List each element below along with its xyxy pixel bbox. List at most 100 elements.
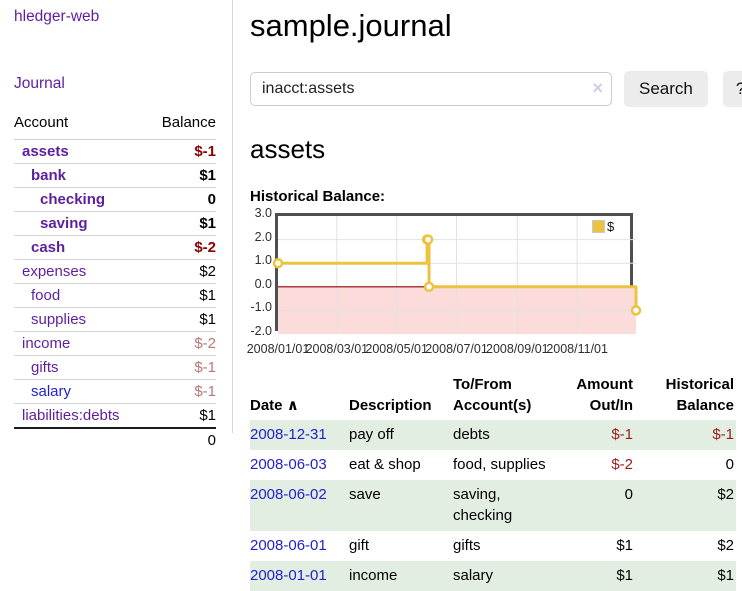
main-content: sample.journal × Search ? assets Histori… [233, 0, 742, 591]
account-balance: $-1 [194, 143, 216, 160]
x-axis-tick-label: 2008/09/01 [486, 342, 549, 356]
balance-chart-svg [272, 216, 642, 334]
clear-search-icon[interactable]: × [592, 78, 603, 98]
accounts-header-row: Account Balance [14, 114, 216, 140]
register-table: Date ∧ Description To/From Account(s) Am… [250, 372, 736, 591]
transaction-accounts: gifts [453, 537, 481, 554]
account-link[interactable]: checking [40, 191, 106, 208]
account-balance: $2 [147, 259, 216, 284]
account-row: cash $-2 [14, 235, 216, 260]
register-col-accounts: To/From Account(s) [453, 376, 532, 414]
account-row: expenses $2 [14, 259, 216, 284]
page-title: sample.journal [250, 8, 452, 43]
transaction-date-link[interactable]: 2008-06-03 [250, 456, 327, 473]
register-col-date[interactable]: Date ∧ [250, 397, 299, 414]
help-button[interactable]: ? [722, 71, 742, 107]
account-row: bank $1 [14, 163, 216, 188]
account-link[interactable]: salary [31, 383, 72, 400]
chart-legend: $ [592, 219, 614, 234]
account-balance: $1 [147, 307, 216, 332]
account-link[interactable]: gifts [31, 359, 59, 376]
transaction-balance: $-1 [712, 426, 734, 443]
register-row[interactable]: 2008-12-31 pay off debts $-1 $-1 [250, 420, 736, 450]
register-col-description: Description [349, 397, 432, 414]
transaction-balance: $2 [717, 486, 734, 503]
account-link[interactable]: food [31, 287, 61, 304]
transaction-description: eat & shop [349, 456, 421, 473]
y-axis-tick-label: 0.0 [254, 276, 272, 291]
transaction-description: pay off [349, 426, 394, 443]
sidebar-nav: Journal [14, 75, 216, 93]
accounts-total-row: 0 [14, 427, 216, 452]
register-row[interactable]: 2008-06-03 eat & shop food, supplies $-2 0 [250, 450, 736, 480]
transaction-amount: 0 [624, 486, 633, 503]
y-axis-tick-label: 3.0 [254, 206, 272, 220]
account-link[interactable]: supplies [31, 311, 87, 328]
transaction-amount: $1 [616, 567, 633, 584]
account-link[interactable]: income [22, 335, 71, 352]
app-brand: hledger-web [14, 8, 216, 26]
register-header-row: Date ∧ Description To/From Account(s) Am… [250, 372, 736, 420]
transaction-accounts: debts [453, 426, 490, 443]
transaction-date-link[interactable]: 2008-06-02 [250, 486, 327, 503]
brand-link[interactable]: hledger-web [14, 8, 100, 25]
register-row[interactable]: 2008-06-02 save saving, checking 0 $2 [250, 480, 736, 531]
account-balance: $1 [147, 211, 216, 236]
transaction-accounts: salary [453, 567, 494, 584]
accounts-total-value: 0 [147, 427, 216, 452]
account-row: salary $-1 [14, 379, 216, 404]
transaction-accounts: food, supplies [453, 456, 546, 473]
transaction-balance: $1 [717, 567, 734, 584]
transaction-date-link[interactable]: 2008-01-01 [250, 567, 327, 584]
account-link[interactable]: saving [40, 215, 88, 232]
y-axis-tick-label: 1.0 [254, 253, 272, 268]
search-button[interactable]: Search [624, 71, 708, 107]
account-row: liabilities:debts $1 [14, 403, 216, 428]
x-axis-tick-label: 2008/01/01 [246, 342, 310, 356]
sidebar-item-journal[interactable]: Journal [14, 75, 65, 92]
account-link[interactable]: expenses [22, 263, 87, 280]
transaction-date-link[interactable]: 2008-12-31 [250, 426, 327, 443]
transaction-description: gift [349, 537, 370, 554]
transaction-description: save [349, 486, 381, 503]
search-form: × Search ? [250, 71, 742, 107]
accounts-col-balance: Balance [147, 114, 216, 140]
account-balance: $1 [147, 163, 216, 188]
account-link[interactable]: assets [22, 143, 69, 160]
account-row: assets $-1 [14, 140, 216, 164]
account-row: gifts $-1 [14, 355, 216, 380]
transaction-balance: 0 [725, 456, 734, 473]
account-link[interactable]: cash [31, 239, 66, 256]
account-row: income $-2 [14, 331, 216, 356]
legend-label: $ [607, 219, 615, 234]
search-box: × [250, 72, 612, 106]
transaction-accounts: saving, checking [453, 486, 513, 524]
x-axis-tick-label: 2008/11/01 [546, 342, 608, 356]
accounts-table: Account Balance assets $-1 bank $1 checking 0… [14, 114, 216, 452]
transaction-balance: $2 [717, 537, 734, 554]
y-axis-tick-label: -1.0 [250, 300, 272, 315]
account-balance: $1 [147, 283, 216, 308]
register-row[interactable]: 2008-06-01 gift gifts $1 $2 [250, 531, 736, 561]
account-row: saving $1 [14, 211, 216, 236]
historical-balance-chart: $ 3.0 2.0 1.0 0.0 -1.0 -2.0 2008/01/01 2008/03/… [247, 206, 680, 358]
account-link[interactable]: liabilities:debts [22, 407, 120, 424]
transaction-date-link[interactable]: 2008-06-01 [250, 537, 327, 554]
transaction-amount: $-1 [611, 426, 633, 443]
x-axis-tick-label: 2008/03/01 [305, 342, 369, 356]
register-col-balance: Historical Balance [665, 376, 734, 414]
account-link[interactable]: bank [31, 167, 67, 184]
search-input[interactable] [250, 72, 612, 106]
register-row[interactable]: 2008-01-01 income salary $1 $1 [250, 561, 736, 591]
transaction-description: income [349, 567, 398, 584]
x-axis-tick-label: 2008/05/01 [365, 342, 428, 356]
account-row: food $1 [14, 283, 216, 308]
chart-plot-area [272, 213, 642, 334]
account-row: supplies $1 [14, 307, 216, 332]
transaction-amount: $1 [616, 537, 633, 554]
accounts-col-account: Account [14, 114, 148, 140]
account-balance: $-2 [147, 331, 216, 356]
y-axis-tick-label: -2.0 [250, 324, 272, 338]
y-axis-tick-label: 2.0 [254, 229, 272, 244]
